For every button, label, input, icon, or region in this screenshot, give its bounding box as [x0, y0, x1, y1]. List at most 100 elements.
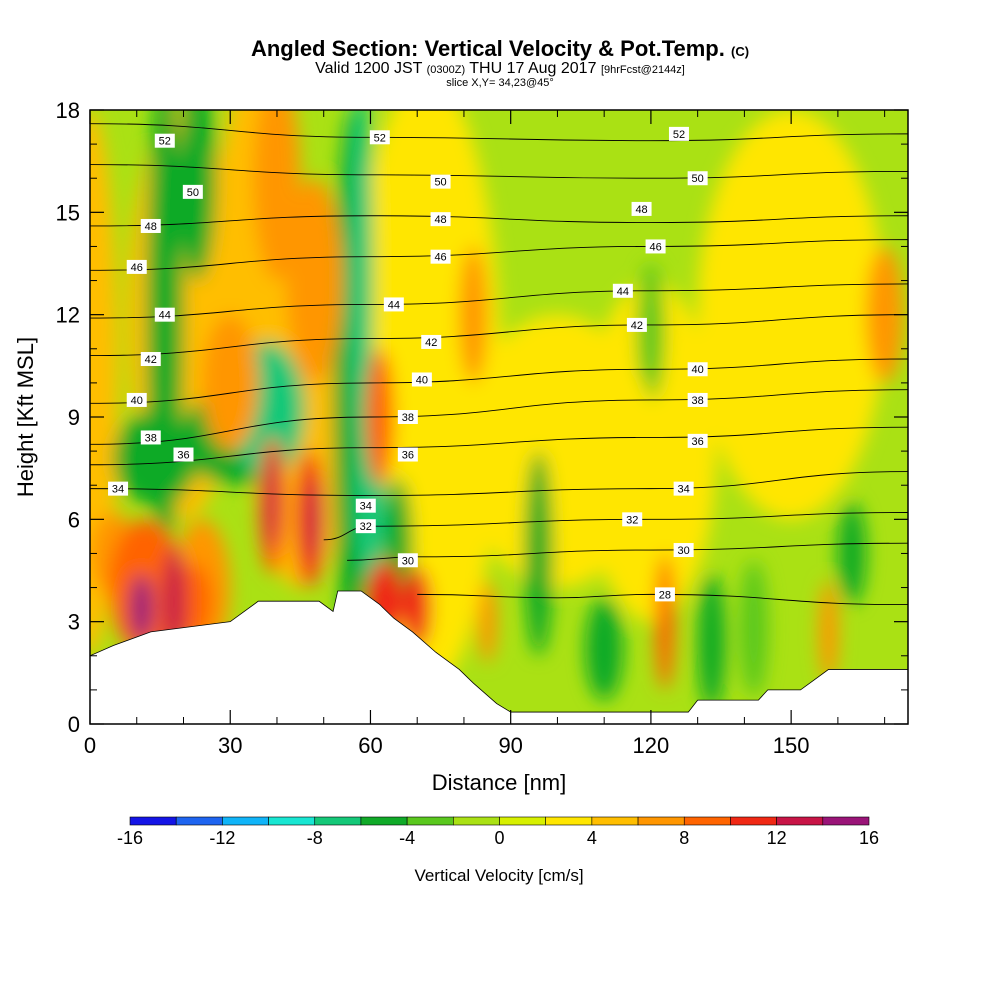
- contour-label-box: [126, 259, 147, 274]
- contour-label-text: 38: [145, 432, 157, 444]
- contour-label-text: 48: [434, 214, 446, 226]
- contour-label-text: 52: [159, 136, 171, 148]
- velocity-cell: [459, 246, 488, 383]
- contour-label-text: 32: [360, 521, 372, 533]
- velocity-cell: [585, 280, 717, 622]
- contour-label-text: 46: [649, 241, 661, 253]
- contour-label-box: [154, 133, 175, 148]
- contour-label-52: 52: [369, 130, 390, 145]
- contour-label-46: 46: [126, 259, 147, 274]
- contour-label-44: 44: [612, 283, 633, 298]
- contour-label-50: 50: [182, 184, 203, 199]
- contour-label-box: [126, 392, 147, 407]
- contour-label-box: [140, 430, 161, 445]
- contour-label-text: 40: [416, 374, 428, 386]
- contour-label-50: 50: [687, 171, 708, 186]
- contour-label-box: [140, 218, 161, 233]
- contour-label-42: 42: [140, 352, 161, 367]
- contour-label-50: 50: [430, 174, 451, 189]
- slice-label: slice X,Y= 34,23@45°: [446, 77, 554, 89]
- contour-label-text: 30: [402, 555, 414, 567]
- contour-label-text: 44: [388, 299, 400, 311]
- colorbar-swatch: [453, 816, 500, 826]
- theta-contour-40: [90, 358, 908, 404]
- contour-label-28: 28: [654, 587, 675, 602]
- theta-contours: [90, 123, 908, 606]
- contour-label-box: [182, 184, 203, 199]
- contour-label-42: 42: [421, 334, 442, 349]
- contour-label-text: 32: [626, 514, 638, 526]
- contour-label-box: [369, 130, 390, 145]
- colorbar-swatch: [175, 816, 223, 826]
- contour-label-box: [355, 498, 376, 513]
- contour-label-36: 36: [397, 447, 418, 462]
- contour-label-text: 42: [425, 337, 437, 349]
- contour-label-text: 34: [360, 501, 372, 513]
- contour-label-30: 30: [673, 543, 694, 558]
- velocity-cell: [697, 573, 726, 711]
- contour-label-48: 48: [430, 212, 451, 227]
- colorbar-swatch: [683, 816, 731, 826]
- contour-label-box: [421, 334, 442, 349]
- contour-label-32: 32: [622, 512, 643, 527]
- contour-label-48: 48: [140, 218, 161, 233]
- velocity-cell: [837, 502, 866, 605]
- contour-label-text: 52: [673, 129, 685, 141]
- colorbar-tick-label: 8: [679, 828, 689, 848]
- theta-contour-42: [90, 314, 908, 357]
- contour-label-34: 34: [108, 481, 129, 496]
- contour-label-30: 30: [397, 553, 418, 568]
- contour-label-40: 40: [126, 392, 147, 407]
- colorbar-tick-label: 4: [587, 828, 597, 848]
- contour-label-text: 48: [635, 204, 647, 216]
- contour-label-text: 44: [159, 310, 171, 322]
- colorbar-swatch: [314, 816, 362, 826]
- colorbar-swatch: [591, 816, 639, 826]
- x-tick-label: 60: [358, 733, 382, 758]
- y-tick-label: 3: [68, 610, 80, 635]
- velocity-cell: [286, 178, 343, 383]
- theta-contour-34: [90, 471, 908, 496]
- chart-subtitle: Valid 1200 JST (0300Z) THU 17 Aug 2017 […: [315, 60, 685, 77]
- x-tick-label: 90: [498, 733, 522, 758]
- colorbar-label: Vertical Velocity [cm/s]: [414, 866, 583, 885]
- theta-contour-48: [90, 215, 908, 227]
- contour-label-52: 52: [668, 126, 689, 141]
- velocity-cell: [636, 263, 665, 400]
- y-tick-label: 12: [56, 303, 80, 328]
- contour-label-text: 48: [145, 221, 157, 233]
- y-tick-label: 15: [56, 200, 80, 225]
- copyright-mark: (C): [731, 44, 750, 59]
- velocity-cell: [306, 478, 322, 561]
- velocity-cell: [655, 553, 675, 690]
- y-tick-label: 9: [68, 405, 80, 430]
- contour-label-40: 40: [411, 372, 432, 387]
- contour-label-52: 52: [154, 133, 175, 148]
- contour-label-text: 38: [692, 395, 704, 407]
- contour-label-text: 46: [131, 262, 143, 274]
- contour-label-40: 40: [687, 362, 708, 377]
- contour-label-box: [355, 519, 376, 534]
- contour-label-box: [687, 362, 708, 377]
- contour-label-text: 38: [402, 412, 414, 424]
- terrain-mask: [90, 590, 908, 724]
- contour-label-box: [612, 283, 633, 298]
- colorbar-swatch: [822, 816, 870, 826]
- colorbar-swatch: [268, 816, 316, 826]
- x-axis: 0 30 60 90 120 150: [84, 110, 886, 758]
- contour-label-box: [673, 543, 694, 558]
- contour-label-box: [430, 249, 451, 264]
- contour-label-box: [397, 447, 418, 462]
- contour-label-34: 34: [355, 498, 376, 513]
- velocity-cell: [129, 573, 154, 643]
- colorbar-tick-label: 16: [859, 828, 879, 848]
- contour-label-box: [108, 481, 129, 496]
- theta-contour-38: [90, 389, 908, 445]
- terrain: [90, 590, 908, 724]
- contour-label-box: [654, 587, 675, 602]
- contour-label-box: [687, 171, 708, 186]
- velocity-cell: [403, 567, 432, 649]
- colorbar-swatch: [360, 816, 408, 826]
- contour-label-box: [430, 174, 451, 189]
